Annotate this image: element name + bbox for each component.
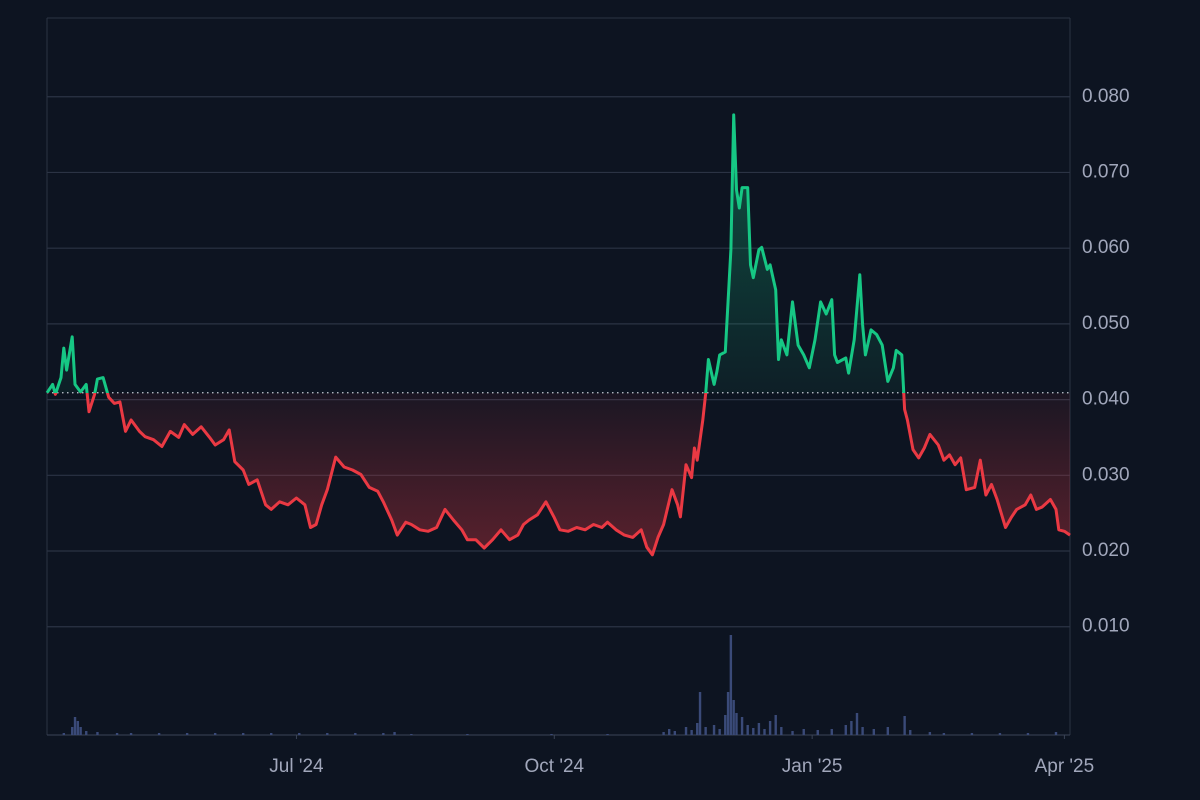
volume-bar (270, 733, 273, 735)
volume-bar (861, 727, 864, 735)
volume-bar (241, 733, 245, 735)
volume-bar (298, 733, 301, 735)
volume-bar (746, 725, 749, 735)
volume-bar (712, 725, 716, 735)
x-tick-label: Apr '25 (1035, 756, 1095, 777)
volume-bar (213, 733, 217, 735)
volume-bar (909, 730, 912, 735)
volume-bar (62, 733, 66, 735)
volume-bar (684, 727, 688, 735)
volume-bar (724, 715, 727, 735)
volume-bar (998, 733, 1002, 735)
volume-bar (872, 729, 876, 735)
volume-bar (85, 731, 88, 735)
volume-bar (740, 717, 744, 735)
volume-bar (774, 715, 777, 735)
volume-bar (76, 721, 80, 735)
volume-bar (886, 727, 890, 735)
volume-bar (735, 713, 738, 735)
volume-bar (850, 721, 853, 735)
volume-bar (696, 723, 699, 735)
area-fill (47, 114, 1070, 555)
volume-bar (326, 733, 329, 735)
volume-bar (928, 732, 932, 735)
volume-bar (606, 734, 609, 735)
volume-bar (115, 733, 119, 735)
volume-bar (830, 729, 833, 735)
volume-bar (690, 730, 693, 735)
volume-bar (844, 725, 847, 735)
volume-bar (382, 733, 385, 735)
y-tick-label: 0.010 (1082, 616, 1130, 637)
volume-bar (1026, 733, 1030, 735)
volume-bar (970, 733, 974, 735)
volume-bar (757, 723, 761, 735)
volume-bar (466, 734, 469, 735)
volume-bar (718, 729, 721, 735)
y-tick-label: 0.060 (1082, 237, 1130, 258)
volume-bar (726, 692, 730, 735)
volume-bar (704, 727, 707, 735)
y-tick-label: 0.070 (1082, 161, 1130, 182)
volume-bar (129, 733, 133, 735)
x-tick-label: Jan '25 (782, 756, 843, 777)
volume-bar (802, 729, 805, 735)
volume-bar (71, 727, 74, 735)
volume-bar (79, 727, 82, 735)
volume-bar (791, 731, 794, 735)
volume-bar (752, 728, 755, 735)
volume-bar (1054, 732, 1058, 735)
y-tick-label: 0.030 (1082, 464, 1130, 485)
x-tick-label: Jul '24 (269, 756, 324, 777)
volume-bar (550, 734, 553, 735)
volume-bar (816, 730, 819, 735)
volume-bar (903, 716, 906, 735)
volume-bar (668, 729, 671, 735)
price-line (45, 113, 1071, 557)
y-tick-label: 0.080 (1082, 86, 1130, 107)
y-tick-label: 0.020 (1082, 540, 1130, 561)
volume-bar (185, 733, 189, 735)
volume-bar (698, 692, 702, 735)
x-tick-label: Oct '24 (524, 756, 584, 777)
y-tick-label: 0.050 (1082, 313, 1130, 334)
volume-bar (157, 733, 161, 735)
volume-bar (354, 733, 357, 735)
volume-bar (96, 732, 99, 735)
volume-bar (393, 732, 396, 735)
volume-bar (780, 727, 783, 735)
volume-bar (662, 732, 665, 735)
volume-bar (729, 635, 733, 735)
volume-bar (942, 733, 946, 735)
volume-bar (673, 731, 677, 735)
volume-bar (410, 734, 413, 735)
volume-bar (763, 729, 766, 735)
volume-bar (855, 713, 859, 735)
y-tick-label: 0.040 (1082, 389, 1130, 410)
volume-bar (73, 717, 77, 735)
volume-bar (768, 721, 772, 735)
volume-bar (732, 700, 735, 735)
